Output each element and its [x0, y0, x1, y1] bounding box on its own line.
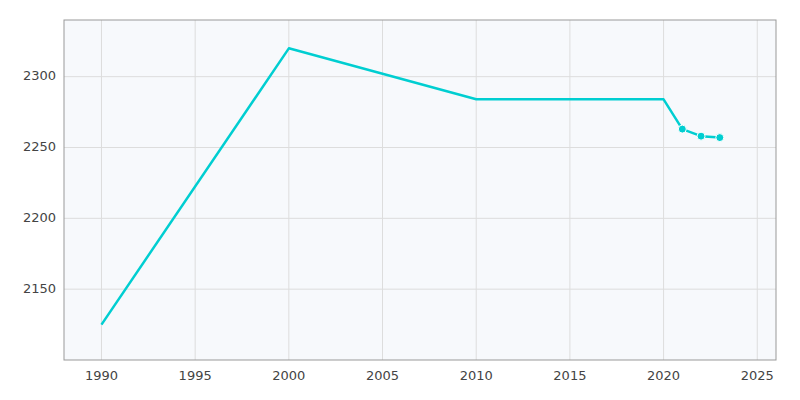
y-grid-line — [64, 218, 776, 219]
axes: 2150 2200 2250 2300 1990 1995 2000 2005 2010 2015… — [23, 68, 774, 383]
x-tick-label: 1990 — [85, 368, 118, 383]
y-grid-line — [64, 147, 776, 148]
x-tick-label: 2015 — [553, 368, 586, 383]
y-tick-label: 2250 — [23, 139, 56, 154]
y-grid-line — [64, 289, 776, 290]
x-tick-label: 2000 — [272, 368, 305, 383]
x-grid-line — [101, 20, 102, 360]
marker — [697, 132, 705, 140]
x-grid-line — [757, 20, 758, 360]
data-area — [101, 48, 723, 324]
marker — [716, 134, 724, 142]
chart-container: 2150 2200 2250 2300 1990 1995 2000 2005 2010 2015… — [0, 0, 800, 400]
plot-background — [64, 20, 776, 360]
x-grid-line — [195, 20, 196, 360]
y-tick-label: 2150 — [23, 281, 56, 296]
y-tick-label: 2200 — [23, 210, 56, 225]
y-tick-label: 2300 — [23, 68, 56, 83]
x-tick-label: 1995 — [179, 368, 212, 383]
x-tick-label: 2020 — [647, 368, 680, 383]
plot-frame — [64, 20, 776, 360]
y-grid-line — [64, 76, 776, 77]
chart: 2150 2200 2250 2300 1990 1995 2000 2005 2010 2015… — [0, 0, 800, 400]
x-tick-label: 2025 — [741, 368, 774, 383]
x-grid-line — [288, 20, 289, 360]
x-tick-label: 2005 — [366, 368, 399, 383]
x-grid-line — [663, 20, 664, 360]
line — [101, 48, 719, 324]
marker — [678, 125, 686, 133]
x-grid-line — [476, 20, 477, 360]
x-grid-line — [569, 20, 570, 360]
x-tick-label: 2010 — [460, 368, 493, 383]
page: {"chart_data": {"type": "line", "series"… — [0, 0, 800, 400]
x-grid-line — [382, 20, 383, 360]
grid — [64, 20, 776, 360]
